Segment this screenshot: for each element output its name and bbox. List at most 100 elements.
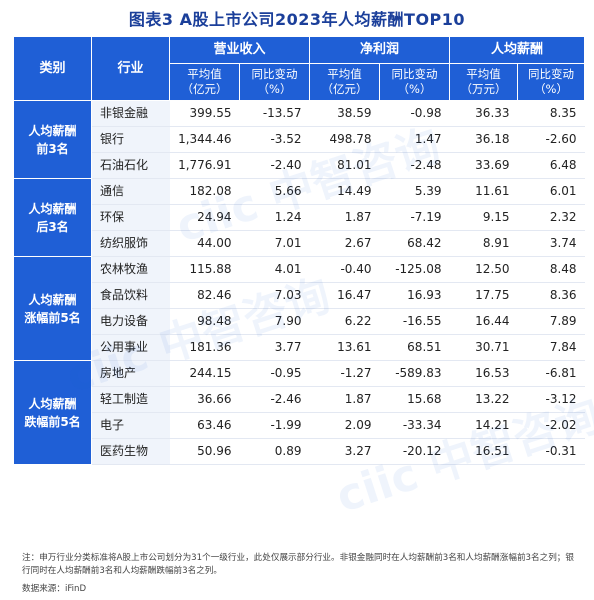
category-cell: 人均薪酬前3名: [13, 100, 92, 179]
value-cell-np-chg: -2.48: [379, 152, 450, 179]
value-cell-pay-chg: 8.48: [517, 256, 585, 283]
value-cell-pay-chg: 8.35: [517, 100, 585, 127]
value-cell-rev: 1,776.91: [169, 152, 240, 179]
value-cell-np-chg: 68.42: [379, 230, 450, 257]
value-cell-rev: 181.36: [169, 334, 240, 361]
value-cell-np-chg: -589.83: [379, 360, 450, 387]
value-cell-rev-chg: -2.40: [239, 152, 310, 179]
value-cell-pay-chg: 2.32: [517, 204, 585, 231]
category-label: 人均薪酬: [28, 123, 77, 138]
value-cell-pay-chg: 8.36: [517, 282, 585, 309]
value-cell-pay: 36.33: [449, 100, 518, 127]
table-row: 轻工制造 36.66 -2.46 1.87 15.68 13.22 -3.12: [14, 386, 585, 413]
header-industry: 行业: [91, 36, 170, 101]
value-cell-rev-chg: -2.46: [239, 386, 310, 413]
value-cell-rev-chg: 5.66: [239, 178, 310, 205]
value-cell-pay-chg: 7.84: [517, 334, 585, 361]
value-cell-pay-chg: 7.89: [517, 308, 585, 335]
value-cell-pay-chg: -2.60: [517, 126, 585, 153]
industry-cell: 电力设备: [91, 308, 170, 335]
value-cell-rev: 36.66: [169, 386, 240, 413]
industry-cell: 医药生物: [91, 438, 170, 465]
industry-cell: 石油石化: [91, 152, 170, 179]
table-row: 银行 1,344.46 -3.52 498.78 1.47 36.18 -2.60: [14, 126, 585, 153]
subheader-0: 平均值 （亿元）: [169, 63, 240, 101]
subheader-1: 同比变动 （%）: [238, 63, 311, 101]
value-cell-rev: 44.00: [169, 230, 240, 257]
subheader-3: 同比变动 （%）: [379, 63, 451, 101]
value-cell-np: 498.78: [309, 126, 380, 153]
table-row: 人均薪酬 前3名 非银金融 399.55 -13.57 38.59 -0.98 36.33 8.…: [13, 100, 585, 179]
industry-cell: 银行: [91, 126, 170, 153]
value-cell-rev: 244.15: [169, 360, 240, 387]
value-cell-np: 13.61: [309, 334, 380, 361]
subheader-2: 平均值 （亿元）: [309, 63, 381, 101]
header-group-revenue: 营业收入: [168, 36, 311, 64]
industry-cell: 食品饮料: [91, 282, 170, 309]
category-label: 前3名: [36, 141, 69, 156]
value-cell-rev-chg: 4.01: [239, 256, 310, 283]
category-label: 人均薪酬: [28, 201, 77, 216]
subheader-unit: （%）: [397, 82, 432, 96]
table-row: 纺织服饰 44.00 7.01 2.67 68.42 8.91 3.74: [14, 230, 585, 257]
subheader-4: 平均值 （万元）: [449, 63, 519, 101]
value-cell-rev: 182.08: [169, 178, 240, 205]
value-cell-pay: 30.71: [449, 334, 518, 361]
industry-cell: 非银金融: [91, 100, 170, 127]
table-row: 人均薪酬 后3名 通信 182.08 5.66 14.49 5.39 11.61 6.01: [13, 178, 585, 257]
value-cell-pay: 16.53: [449, 360, 518, 387]
category-cell: 人均薪酬 后3名: [13, 178, 92, 257]
industry-cell: 环保: [91, 204, 170, 231]
subheader-5: 同比变动 （%）: [517, 63, 586, 101]
value-cell-rev-chg: 1.24: [239, 204, 310, 231]
industry-cell: 通信: [91, 178, 170, 205]
value-cell-pay-chg: -2.02: [517, 412, 585, 439]
subheader-label: 同比变动: [528, 67, 575, 81]
table-row: 电力设备 98.48 7.90 6.22 -16.55 16.44 7.89: [14, 308, 585, 335]
value-cell-np-chg: -7.19: [379, 204, 450, 231]
footnote: 注：申万行业分类标准将A股上市公司划分为31个一级行业，此处仅展示部分行业。非银…: [22, 553, 574, 576]
value-cell-np: 2.09: [309, 412, 380, 439]
value-cell-pay: 12.50: [449, 256, 518, 283]
value-cell-rev-chg: 7.03: [239, 282, 310, 309]
industry-cell: 轻工制造: [91, 386, 170, 413]
value-cell-pay: 16.44: [449, 308, 518, 335]
subheader-label: 平均值: [187, 67, 222, 81]
data-source: 数据来源：iFinD: [22, 584, 87, 594]
value-cell-pay: 8.91: [449, 230, 518, 257]
value-cell-np-chg: 68.51: [379, 334, 450, 361]
table-row: 人均薪酬 涨幅前5名 农林牧渔 115.88 4.01 -0.40 -125.08 12.50…: [13, 256, 585, 361]
value-cell-rev: 115.88: [169, 256, 240, 283]
value-cell-rev: 1,344.46: [169, 126, 240, 153]
value-cell-pay-chg: 6.01: [517, 178, 585, 205]
category-cell: 人均薪酬 跌幅前5名: [13, 360, 92, 465]
value-cell-np-chg: 16.93: [379, 282, 450, 309]
value-cell-np-chg: -33.34: [379, 412, 450, 439]
industry-cell: 电子: [91, 412, 170, 439]
header-category: 类别: [13, 36, 92, 101]
header-group-salary: 人均薪酬: [449, 36, 586, 64]
value-cell-np: 3.27: [309, 438, 380, 465]
value-cell-rev-chg: 7.01: [239, 230, 310, 257]
value-cell-pay-chg: 6.48: [517, 152, 585, 179]
value-cell-rev: 82.46: [169, 282, 240, 309]
value-cell-np-chg: -0.98: [379, 100, 450, 127]
value-cell-rev: 24.94: [169, 204, 240, 231]
value-cell-rev: 399.55: [169, 100, 240, 127]
category-label: 人均薪酬: [28, 292, 77, 307]
subheader-label: 同比变动: [391, 67, 438, 81]
value-cell-pay: 11.61: [449, 178, 518, 205]
table-row: 食品饮料 82.46 7.03 16.47 16.93 17.75 8.36: [14, 282, 585, 309]
page-title: 图表3 A股上市公司2023年人均薪酬TOP10: [128, 10, 466, 29]
value-cell-np: -0.40: [309, 256, 380, 283]
value-cell-np: 6.22: [309, 308, 380, 335]
value-cell-np: 81.01: [309, 152, 380, 179]
subheader-label: 平均值: [327, 67, 362, 81]
value-cell-rev: 63.46: [169, 412, 240, 439]
value-cell-np-chg: -125.08: [379, 256, 450, 283]
value-cell-pay: 17.75: [449, 282, 518, 309]
value-cell-np: 1.87: [309, 204, 380, 231]
value-cell-rev-chg: -0.95: [239, 360, 310, 387]
value-cell-pay: 14.21: [449, 412, 518, 439]
value-cell-np: -1.27: [309, 360, 380, 387]
